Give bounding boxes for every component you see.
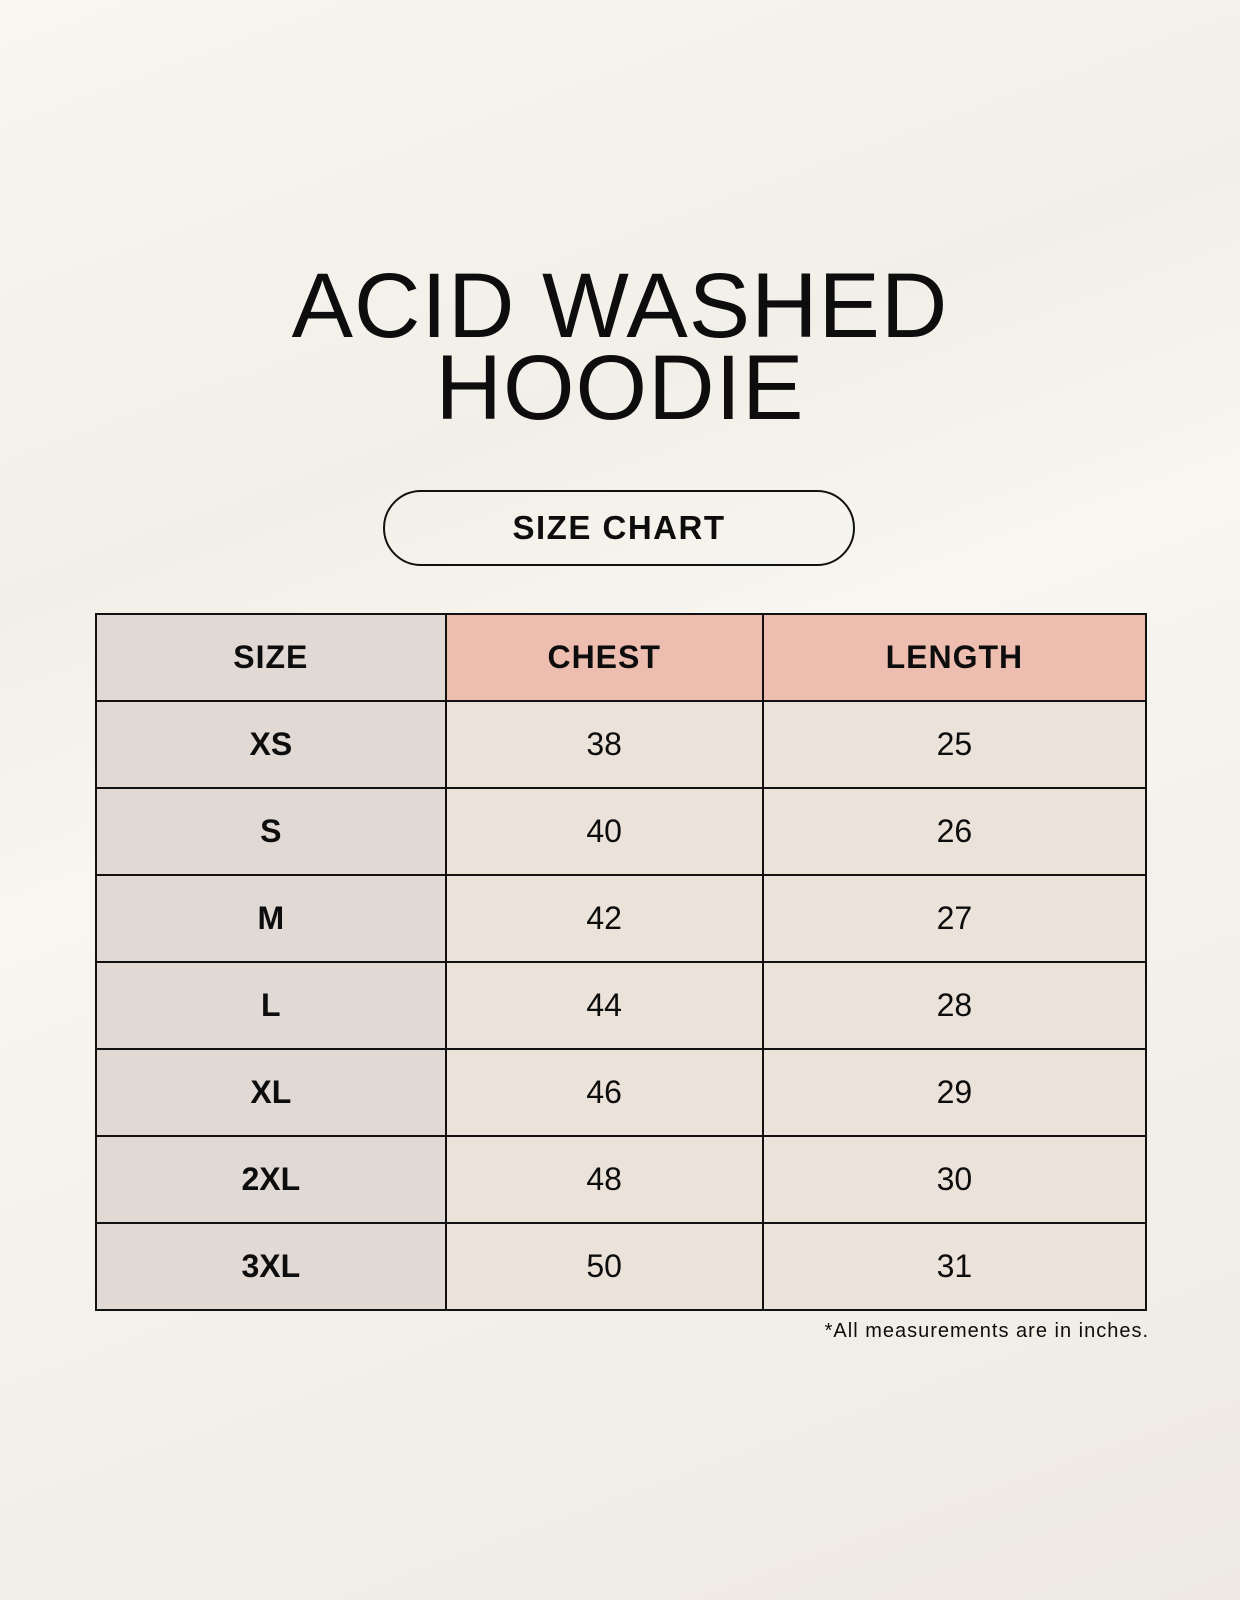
cell-size: L [95,961,447,1050]
table-row: 2XL 48 30 [95,1135,1148,1224]
size-chart-label: SIZE CHART [383,490,855,566]
table-row: S 40 26 [95,787,1148,876]
cell-chest: 44 [444,961,764,1050]
table-row: XL 46 29 [95,1048,1148,1137]
cell-size: M [95,874,447,963]
cell-chest: 50 [444,1222,764,1311]
cell-length: 31 [761,1222,1148,1311]
cell-chest: 46 [444,1048,764,1137]
header-size: SIZE [95,613,447,702]
cell-chest: 42 [444,874,764,963]
cell-length: 25 [761,700,1148,789]
header-chest: CHEST [444,613,764,702]
header-length: LENGTH [761,613,1148,702]
page-title: ACID WASHED HOODIE [0,255,1240,439]
cell-size: XL [95,1048,447,1137]
cell-chest: 48 [444,1135,764,1224]
footnote: *All measurements are in inches. [824,1320,1149,1342]
table-row: M 42 27 [95,874,1148,963]
table-header-row: SIZE CHEST LENGTH [95,613,1148,702]
cell-chest: 38 [444,700,764,789]
cell-size: 2XL [95,1135,447,1224]
table-row: 3XL 50 31 [95,1222,1148,1311]
cell-length: 27 [761,874,1148,963]
title-line-1: ACID WASHED [291,255,949,357]
cell-size: S [95,787,447,876]
cell-length: 28 [761,961,1148,1050]
table-row: XS 38 25 [95,700,1148,789]
cell-length: 29 [761,1048,1148,1137]
cell-size: XS [95,700,447,789]
title-line-2: HOODIE [435,337,805,439]
cell-size: 3XL [95,1222,447,1311]
cell-length: 26 [761,787,1148,876]
cell-length: 30 [761,1135,1148,1224]
table-row: L 44 28 [95,961,1148,1050]
size-table: SIZE CHEST LENGTH XS 38 25 S 40 26 M 42 27 L 44 28 X… [95,613,1148,1311]
cell-chest: 40 [444,787,764,876]
